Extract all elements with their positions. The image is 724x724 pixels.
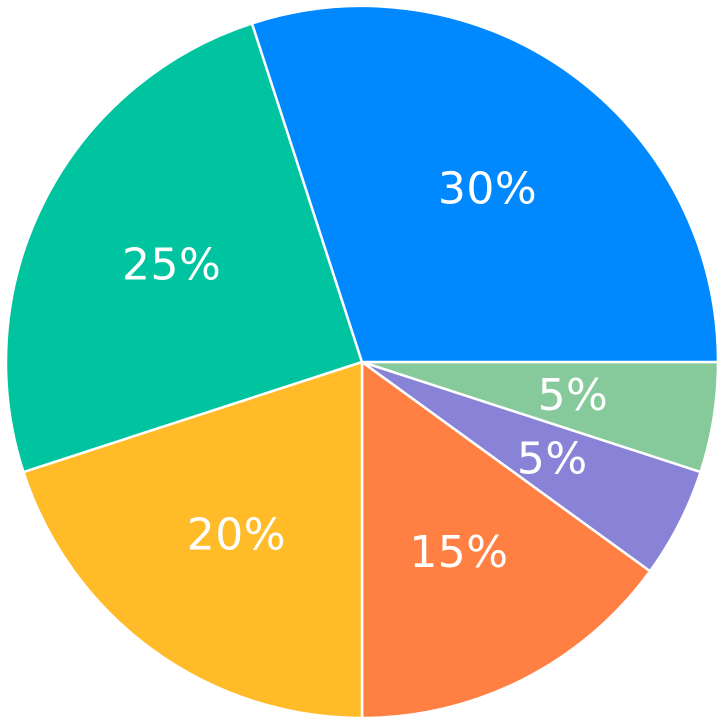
slice-label-1: 5%: [517, 433, 588, 484]
slice-label-5: 30%: [438, 164, 537, 215]
slice-label-4: 25%: [122, 240, 221, 291]
slices-layer: [4, 4, 720, 720]
pie-slice-4: [4, 22, 364, 474]
slice-label-3: 20%: [187, 509, 286, 560]
slice-label-0: 5%: [538, 370, 609, 421]
labels-layer: 5%5%15%20%25%30%: [122, 164, 608, 578]
pie-slice-5: [250, 4, 720, 364]
pie-slice-3: [22, 360, 364, 720]
slice-label-2: 15%: [409, 527, 508, 578]
pie-slice-2: [360, 360, 652, 720]
